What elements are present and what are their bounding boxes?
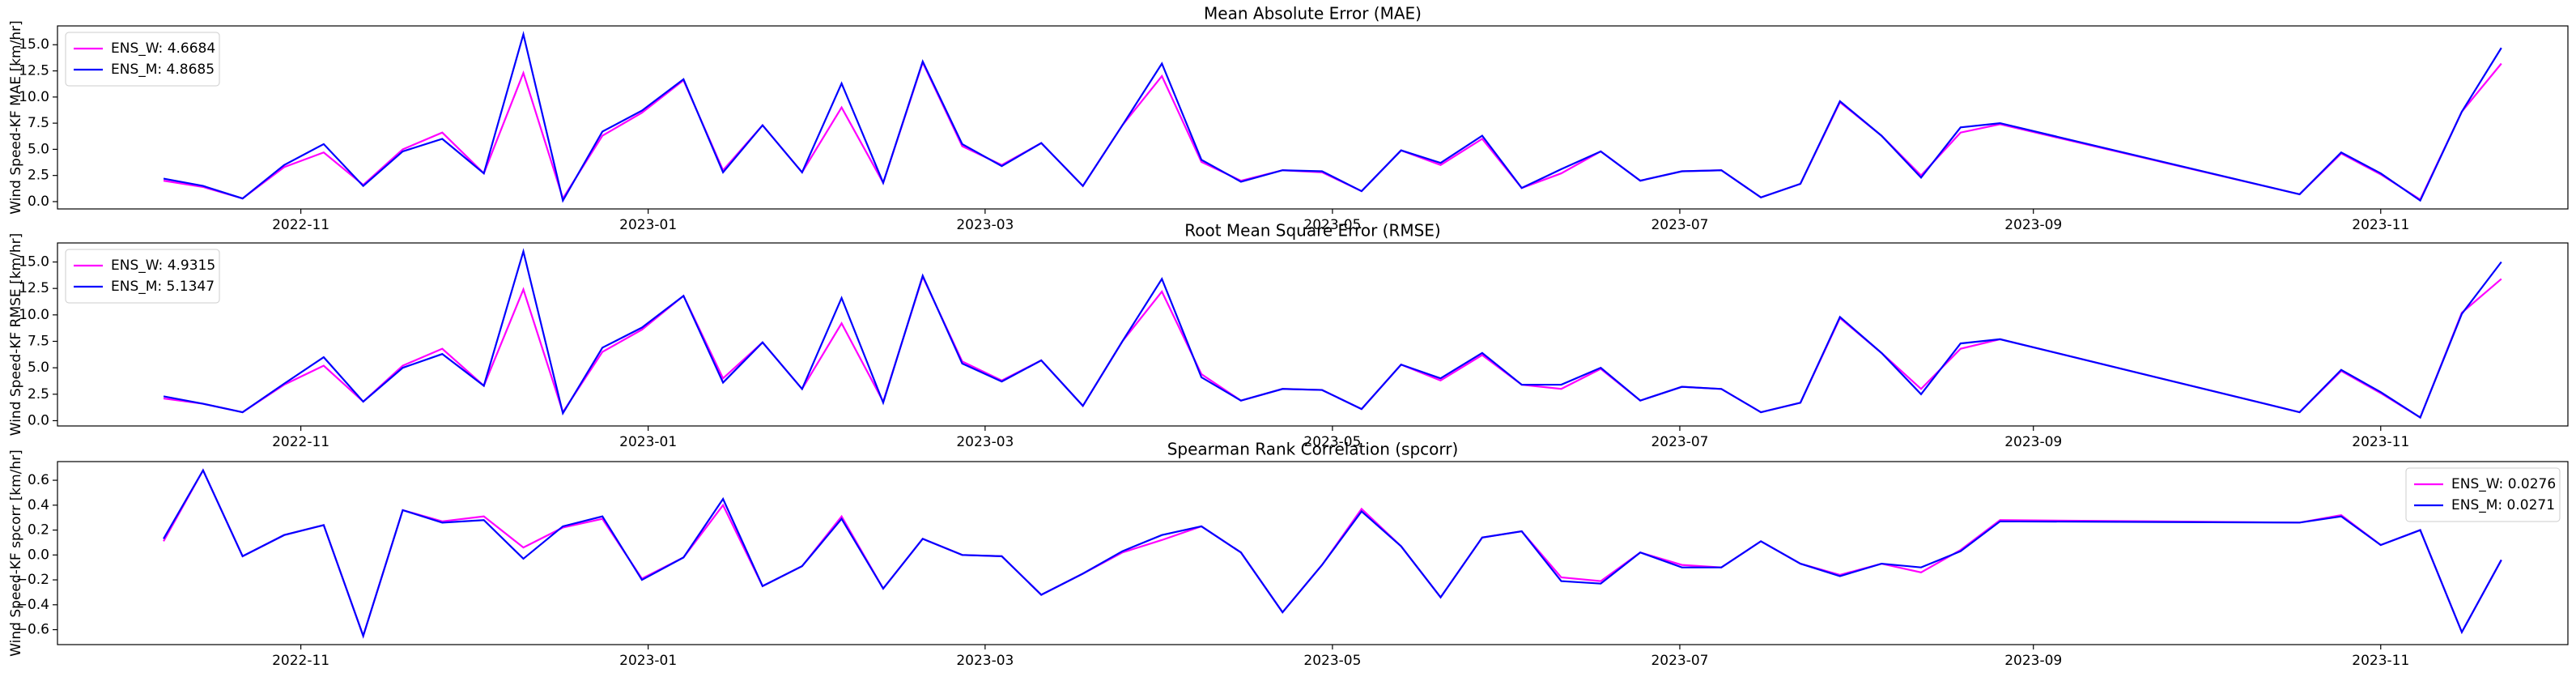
legend-box	[2405, 467, 2561, 522]
legend-label: ENS_M: 0.0271	[2451, 497, 2555, 513]
y-tick-label: 0.6	[28, 472, 49, 488]
x-tick-label: 2022-11	[272, 217, 329, 233]
y-tick-label: 15.0	[19, 36, 49, 53]
x-tick-label: 2023-01	[619, 434, 677, 450]
x-tick-label: 2023-07	[1651, 653, 1708, 669]
y-tick-label: −0.6	[16, 622, 49, 638]
y-tick-label: 10.0	[19, 89, 49, 105]
x-tick-label: 2023-03	[956, 434, 1014, 450]
legend-label: ENS_W: 4.6684	[111, 40, 215, 57]
y-tick-label: 0.0	[28, 194, 49, 210]
y-axis-label: Wind Speed-KF MAE [km/hr]	[8, 20, 24, 215]
x-tick-label: 2023-09	[2004, 653, 2062, 669]
series-line	[163, 274, 2502, 419]
series-line	[163, 468, 2502, 639]
y-tick-label: 12.5	[19, 63, 49, 79]
legend-box	[65, 32, 220, 87]
y-tick-label: 0.0	[28, 412, 49, 428]
y-tick-label: 5.0	[28, 141, 49, 157]
y-tick-label: 2.5	[28, 386, 49, 402]
chart-title: Mean Absolute Error (MAE)	[1204, 4, 1422, 23]
legend-label: ENS_W: 0.0276	[2451, 476, 2556, 492]
y-tick-label: 7.5	[28, 115, 49, 131]
series-line	[163, 60, 2502, 201]
x-tick-label: 2023-05	[1303, 653, 1361, 669]
x-tick-label: 2023-11	[2352, 653, 2409, 669]
x-tick-label: 2023-11	[2352, 434, 2409, 450]
x-tick-label: 2023-01	[619, 653, 677, 669]
x-tick-label: 2023-07	[1651, 217, 1708, 233]
legend-label: ENS_W: 4.9315	[111, 258, 215, 274]
x-tick-label: 2023-05	[1303, 217, 1361, 233]
y-axis-label: Wind Speed-KF RMSE [km/hr]	[8, 233, 24, 436]
y-tick-label: 7.5	[28, 333, 49, 349]
series-line	[163, 468, 2502, 639]
y-tick-label: 15.0	[19, 254, 49, 270]
axes-frame	[57, 461, 2569, 645]
series-line	[163, 248, 2502, 419]
x-tick-label: 2022-11	[272, 653, 329, 669]
x-tick-label: 2023-09	[2004, 434, 2062, 450]
x-tick-label: 2023-07	[1651, 434, 1708, 450]
y-tick-label: −0.2	[16, 572, 49, 588]
x-tick-label: 2022-11	[272, 434, 329, 450]
y-tick-label: 0.2	[28, 522, 49, 539]
y-tick-label: −0.4	[16, 597, 49, 613]
legend-box	[65, 249, 220, 304]
chart-title: Spearman Rank Correlation (spcorr)	[1167, 440, 1459, 459]
x-tick-label: 2023-05	[1303, 434, 1361, 450]
x-tick-label: 2023-03	[956, 217, 1014, 233]
axes-frame	[57, 25, 2569, 210]
axes-frame	[57, 242, 2569, 427]
y-tick-label: 5.0	[28, 360, 49, 376]
y-tick-label: 2.5	[28, 168, 49, 184]
y-tick-label: 12.5	[19, 280, 49, 296]
series-line	[163, 30, 2502, 203]
y-tick-label: 0.0	[28, 547, 49, 563]
legend-label: ENS_M: 4.8685	[111, 62, 215, 78]
x-tick-label: 2023-11	[2352, 217, 2409, 233]
y-tick-label: 0.4	[28, 497, 49, 513]
y-tick-label: 10.0	[19, 307, 49, 323]
x-tick-label: 2023-01	[619, 217, 677, 233]
y-axis-label: Wind Speed-KF spcorr [km/hr]	[8, 449, 24, 657]
x-tick-label: 2023-03	[956, 653, 1014, 669]
legend-label: ENS_M: 5.1347	[111, 279, 215, 295]
chart-title: Root Mean Square Error (RMSE)	[1184, 221, 1440, 241]
x-tick-label: 2023-09	[2004, 217, 2062, 233]
